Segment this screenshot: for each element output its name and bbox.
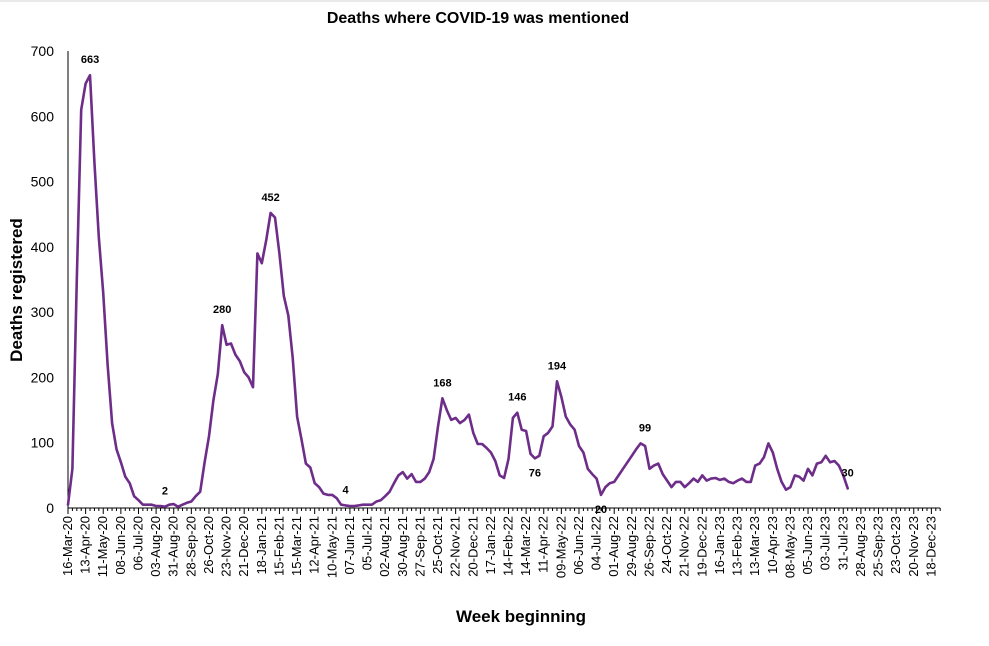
x-tick-label: 17-Jan-22 (483, 516, 498, 575)
x-tick-label: 13-Mar-23 (747, 516, 762, 576)
x-tick-label: 06-Jun-22 (571, 516, 586, 575)
x-tick-label: 06-Jul-20 (130, 516, 145, 570)
x-tick-label: 19-Dec-22 (694, 516, 709, 577)
x-tick-label: 03-Jul-23 (818, 516, 833, 570)
x-tick-label: 03-Aug-20 (148, 516, 163, 577)
x-tick-label: 31-Jul-23 (835, 516, 850, 570)
x-tick-label: 05-Jul-21 (360, 516, 375, 570)
x-tick-label: 04-Jul-22 (589, 516, 604, 570)
x-tick-label: 11-Apr-22 (536, 516, 551, 573)
y-tick-label: 100 (31, 435, 55, 451)
x-tick-label: 07-Jun-21 (342, 516, 357, 575)
x-tick-label: 24-Oct-22 (659, 516, 674, 574)
y-tick-label: 300 (31, 304, 55, 320)
data-label: 99 (639, 422, 651, 434)
y-tick-label: 500 (31, 174, 55, 190)
x-tick-label: 30-Aug-21 (395, 516, 410, 577)
x-tick-label: 08-Jun-20 (113, 516, 128, 575)
data-label: 30 (842, 467, 854, 479)
x-tick-label: 25-Oct-21 (430, 516, 445, 574)
x-tick-label: 28-Sep-20 (183, 516, 198, 577)
x-tick-label: 21-Nov-22 (677, 516, 692, 577)
y-tick-label: 200 (31, 369, 55, 385)
x-tick-label: 18-Dec-23 (923, 516, 938, 577)
x-tick-label: 20-Nov-23 (906, 516, 921, 577)
x-tick-label: 20-Dec-21 (465, 516, 480, 577)
x-tick-label: 08-May-23 (782, 516, 797, 578)
y-tick-label: 400 (31, 239, 55, 255)
data-label: 20 (595, 504, 607, 516)
data-label: 663 (81, 54, 99, 66)
x-tick-label: 22-Nov-21 (448, 516, 463, 577)
x-tick-label: 14-Feb-22 (501, 516, 516, 576)
data-label: 280 (213, 304, 231, 316)
x-tick-label: 01-Aug-22 (606, 516, 621, 577)
series-line (66, 73, 850, 509)
data-label: 168 (433, 377, 451, 389)
y-tick-label: 600 (31, 108, 55, 124)
y-axis: 0 100 200 300 400 500 600 700 (31, 43, 69, 516)
x-tick-label: 15-Mar-21 (289, 516, 304, 576)
x-tick-label: 02-Aug-21 (377, 516, 392, 577)
x-tick-label: 27-Sep-21 (412, 516, 427, 577)
x-tick-label: 13-Feb-23 (730, 516, 745, 576)
x-tick-label: 23-Nov-20 (219, 516, 234, 577)
x-tick-label: 10-May-21 (324, 516, 339, 578)
x-tick-label: 25-Sep-23 (871, 516, 886, 577)
data-label: 146 (508, 392, 526, 404)
data-label: 2 (162, 486, 168, 498)
x-axis: 16-Mar-20 13-Apr-20 11-May-20 08-Jun-20 06-J… (60, 507, 941, 578)
x-tick-label: 16-Jan-23 (712, 516, 727, 575)
data-labels: 663 2 280 452 4 168 146 76 194 20 99 30 (81, 54, 854, 516)
data-label: 452 (261, 192, 279, 204)
x-tick-label: 11-May-20 (95, 516, 110, 577)
y-axis-title: Deaths registered (7, 218, 26, 362)
y-tick-label: 700 (31, 43, 55, 59)
x-tick-label: 26-Oct-20 (201, 516, 216, 574)
x-tick-label: 10-Apr-23 (765, 516, 780, 574)
x-axis-title: Week beginning (456, 607, 586, 626)
x-tick-label: 29-Aug-22 (624, 516, 639, 577)
x-tick-label: 23-Oct-23 (888, 516, 903, 574)
x-tick-label: 26-Sep-22 (641, 516, 656, 577)
data-label: 4 (342, 484, 349, 496)
x-tick-label: 18-Jan-21 (254, 516, 269, 575)
plot-area (66, 73, 850, 509)
x-tick-label: 16-Mar-20 (60, 516, 75, 576)
data-label: 194 (548, 360, 567, 372)
x-tick-label: 05-Jun-23 (800, 516, 815, 575)
x-tick-label: 13-Apr-20 (78, 516, 93, 574)
x-tick-label: 21-Dec-20 (236, 516, 251, 577)
y-tick-label: 0 (46, 500, 54, 516)
top-border (0, 0, 989, 2)
x-tick-label: 15-Feb-21 (271, 516, 286, 576)
x-tick-label: 09-May-22 (553, 516, 568, 578)
data-label: 76 (529, 467, 541, 479)
chart-title: Deaths where COVID-19 was mentioned (327, 10, 629, 27)
x-tick-label: 28-Aug-23 (853, 516, 868, 577)
x-tick-label: 14-Mar-22 (518, 516, 533, 576)
x-tick-label: 31-Aug-20 (166, 516, 181, 577)
x-tick-label: 12-Apr-21 (307, 516, 322, 574)
